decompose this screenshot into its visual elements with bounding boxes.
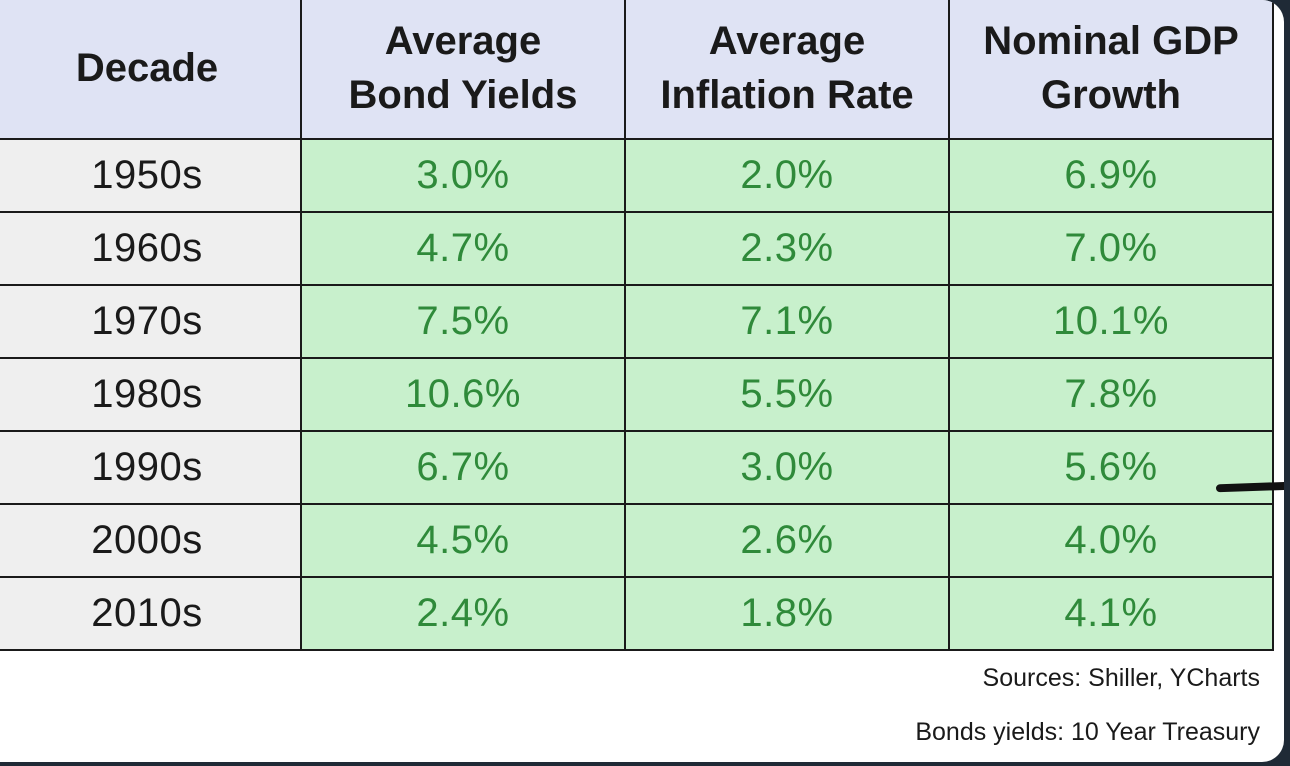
inflation-rate-cell: 5.5% bbox=[624, 357, 950, 432]
header-decade-line-1: Decade bbox=[75, 46, 219, 90]
header-gdp-line-2: Growth bbox=[1041, 73, 1181, 117]
table-row: 1990s 6.7% 3.0% 5.6% bbox=[0, 430, 1274, 505]
decade-cell: 1970s bbox=[0, 284, 302, 359]
table-row: 1960s 4.7% 2.3% 7.0% bbox=[0, 211, 1274, 286]
gdp-growth-cell: 6.9% bbox=[948, 138, 1274, 213]
table-body: 1950s 3.0% 2.0% 6.9% 1960s 4.7% 2.3% 7.0% 1970s 7… bbox=[0, 138, 1274, 651]
inflation-rate-cell: 2.6% bbox=[624, 503, 950, 578]
gdp-growth-cell: 4.1% bbox=[948, 576, 1274, 651]
gdp-growth-cell: 4.0% bbox=[948, 503, 1274, 578]
header-nominal-gdp: Nominal GDP Growth bbox=[948, 0, 1274, 140]
header-bond-yields: Average Bond Yields bbox=[300, 0, 626, 140]
data-table: Decade Average Bond Yields Average Infla… bbox=[0, 0, 1274, 651]
inflation-rate-cell: 1.8% bbox=[624, 576, 950, 651]
header-bond-yields-line-2: Bond Yields bbox=[348, 73, 578, 117]
inflation-rate-cell: 3.0% bbox=[624, 430, 950, 505]
header-bond-yields-line-1: Average bbox=[384, 19, 542, 63]
table-row: 1950s 3.0% 2.0% 6.9% bbox=[0, 138, 1274, 213]
header-inflation-line-1: Average bbox=[708, 19, 866, 63]
table-row: 1970s 7.5% 7.1% 10.1% bbox=[0, 284, 1274, 359]
bond-yield-note: Bonds yields: 10 Year Treasury bbox=[915, 718, 1260, 746]
decade-cell: 2000s bbox=[0, 503, 302, 578]
bond-yield-cell: 7.5% bbox=[300, 284, 626, 359]
gdp-growth-cell: 7.8% bbox=[948, 357, 1274, 432]
decade-cell: 1980s bbox=[0, 357, 302, 432]
sources-note: Sources: Shiller, YCharts bbox=[982, 664, 1260, 692]
inflation-rate-cell: 7.1% bbox=[624, 284, 950, 359]
header-inflation-rate: Average Inflation Rate bbox=[624, 0, 950, 140]
decade-cell: 1960s bbox=[0, 211, 302, 286]
header-gdp-line-1: Nominal GDP bbox=[983, 19, 1239, 63]
header-row: Decade Average Bond Yields Average Infla… bbox=[0, 0, 1274, 140]
decade-cell: 2010s bbox=[0, 576, 302, 651]
table-row: 1980s 10.6% 5.5% 7.8% bbox=[0, 357, 1274, 432]
bond-yield-cell: 6.7% bbox=[300, 430, 626, 505]
gdp-growth-cell: 7.0% bbox=[948, 211, 1274, 286]
bond-yield-cell: 4.5% bbox=[300, 503, 626, 578]
table-row: 2010s 2.4% 1.8% 4.1% bbox=[0, 576, 1274, 651]
header-decade: Decade bbox=[0, 0, 302, 140]
table-row: 2000s 4.5% 2.6% 4.0% bbox=[0, 503, 1274, 578]
inflation-rate-cell: 2.0% bbox=[624, 138, 950, 213]
bond-yield-cell: 4.7% bbox=[300, 211, 626, 286]
inflation-rate-cell: 2.3% bbox=[624, 211, 950, 286]
bond-yield-cell: 10.6% bbox=[300, 357, 626, 432]
header-inflation-line-2: Inflation Rate bbox=[660, 73, 914, 117]
decade-cell: 1950s bbox=[0, 138, 302, 213]
gdp-growth-cell: 10.1% bbox=[948, 284, 1274, 359]
bond-yield-cell: 2.4% bbox=[300, 576, 626, 651]
bond-yield-cell: 3.0% bbox=[300, 138, 626, 213]
decade-cell: 1990s bbox=[0, 430, 302, 505]
gdp-growth-cell: 5.6% bbox=[948, 430, 1274, 505]
